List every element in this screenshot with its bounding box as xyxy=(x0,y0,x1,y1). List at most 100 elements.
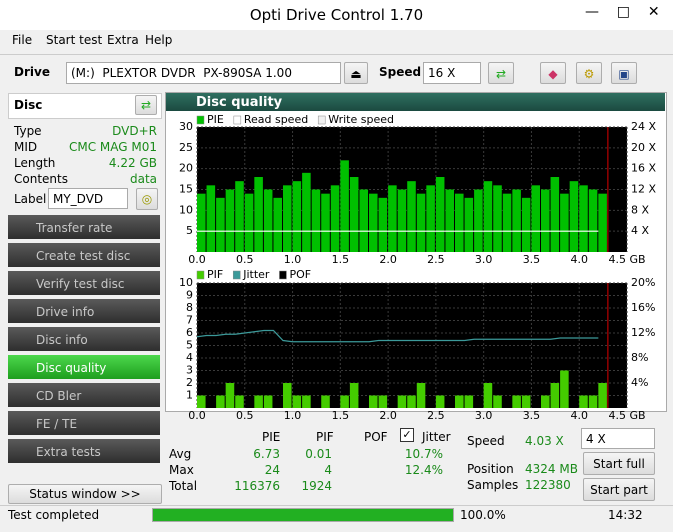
bar xyxy=(225,383,235,408)
menu-item[interactable]: File xyxy=(12,33,33,47)
disc-key: Length xyxy=(14,156,56,170)
bar xyxy=(483,383,493,408)
nav-button[interactable]: Drive info xyxy=(8,299,160,325)
menu-item[interactable]: Help xyxy=(145,33,173,47)
drive-select[interactable]: (M:) PLEXTOR DVDR PX-890SA 1.00 xyxy=(66,62,341,84)
legend-swatch xyxy=(232,270,241,280)
legend-label: Read speed xyxy=(244,113,308,126)
disc-refresh[interactable]: ⇄ xyxy=(135,95,157,115)
bar xyxy=(225,189,235,252)
bar xyxy=(464,395,474,408)
disc-key: Type xyxy=(14,124,42,138)
bar xyxy=(349,177,359,252)
settings-button[interactable]: ⚙ xyxy=(576,62,602,84)
y-tick-label: 30 xyxy=(179,120,193,133)
x-tick-label: 4.5 GB xyxy=(608,253,645,266)
bar xyxy=(426,185,435,252)
bar xyxy=(321,395,330,408)
bar xyxy=(521,395,531,408)
x-tick-label: 2.0 xyxy=(379,253,397,266)
progress-bar xyxy=(152,508,454,522)
bar xyxy=(512,395,521,408)
bar xyxy=(397,395,407,408)
jitter-checkbox[interactable]: ✓ xyxy=(400,428,414,442)
bar xyxy=(493,395,502,408)
disc-key: Contents xyxy=(14,172,68,186)
menu-item[interactable]: Start test xyxy=(46,33,103,47)
x-tick-label: 3.0 xyxy=(475,253,493,266)
bar xyxy=(388,185,397,252)
disc-key: MID xyxy=(14,140,38,154)
clock: 14:32 xyxy=(608,508,643,522)
y-tick-label: 5 xyxy=(186,339,193,352)
separator xyxy=(0,54,673,55)
x-tick-label: 2.5 xyxy=(427,409,445,422)
info-label: Speed xyxy=(467,434,505,448)
bar xyxy=(474,189,483,252)
bar xyxy=(359,189,368,252)
bar xyxy=(598,383,607,408)
nav-button[interactable]: Disc info xyxy=(8,327,160,353)
refresh-button[interactable]: ⇄ xyxy=(488,62,514,84)
nav-button[interactable]: FE / TE xyxy=(8,411,160,437)
bar xyxy=(263,395,273,408)
save-button[interactable]: ▣ xyxy=(611,62,637,84)
stats-header: PIF xyxy=(316,430,334,444)
y-tick-label: 1 xyxy=(186,389,193,402)
bar xyxy=(206,185,216,252)
y2-tick-label: 16% xyxy=(631,301,655,314)
x-tick-label: 0.0 xyxy=(188,253,206,266)
nav-button[interactable]: CD Bler xyxy=(8,383,160,409)
label-input[interactable]: MY_DVD xyxy=(48,188,128,209)
bar xyxy=(560,370,569,408)
bar xyxy=(455,395,464,408)
disc-value: 4.22 GB xyxy=(108,156,157,170)
stats-value: 12.4% xyxy=(404,463,443,477)
test-speed-select[interactable]: 4 X xyxy=(581,428,655,449)
bar xyxy=(416,383,426,408)
info-label: Samples xyxy=(467,478,519,492)
menu-item[interactable]: Extra xyxy=(107,33,139,47)
bar xyxy=(541,189,550,252)
bar xyxy=(216,395,225,408)
bar xyxy=(321,193,330,252)
y2-tick-label: 8% xyxy=(631,351,648,364)
bar xyxy=(369,193,378,252)
nav-button[interactable]: Disc quality xyxy=(8,355,160,381)
legend-swatch xyxy=(233,115,242,125)
nav-button[interactable]: Create test disc xyxy=(8,243,160,269)
x-tick-label: 4.0 xyxy=(570,253,588,266)
bar xyxy=(283,383,292,408)
status-window-button[interactable]: Status window >> xyxy=(8,484,162,504)
x-tick-label: 1.5 xyxy=(332,409,350,422)
info-value: 122380 xyxy=(525,478,571,492)
nav-button[interactable]: Verify test disc xyxy=(8,271,160,297)
nav-button[interactable]: Extra tests xyxy=(8,439,160,465)
y-tick-label: 10 xyxy=(179,203,193,216)
bar xyxy=(579,185,588,252)
disc-value: CMC MAG M01 xyxy=(68,140,157,154)
start-full-button[interactable]: Start full xyxy=(583,452,655,475)
speed-select[interactable]: 16 X xyxy=(423,62,481,84)
bar xyxy=(579,395,588,408)
start-part-button[interactable]: Start part xyxy=(583,478,655,501)
title-bar xyxy=(0,0,673,30)
bar xyxy=(455,193,464,252)
stats-value: 24 xyxy=(264,463,280,477)
bar xyxy=(560,193,569,252)
legend-swatch xyxy=(196,115,205,125)
y2-tick-label: 8 X xyxy=(631,203,649,216)
bar xyxy=(512,189,521,252)
x-tick-label: 1.0 xyxy=(284,253,302,266)
nav-button[interactable]: Transfer rate xyxy=(8,215,160,241)
y-tick-label: 3 xyxy=(186,364,193,377)
bar xyxy=(302,172,311,252)
bar xyxy=(464,197,474,252)
erase-button[interactable]: ◆ xyxy=(540,62,566,84)
bar xyxy=(235,395,244,408)
eject-button[interactable]: ⏏ xyxy=(344,62,368,84)
window-controls[interactable]: — □ ✕ xyxy=(585,4,660,20)
info-label: Position xyxy=(467,462,514,476)
label-button[interactable]: ◎ xyxy=(136,188,158,210)
